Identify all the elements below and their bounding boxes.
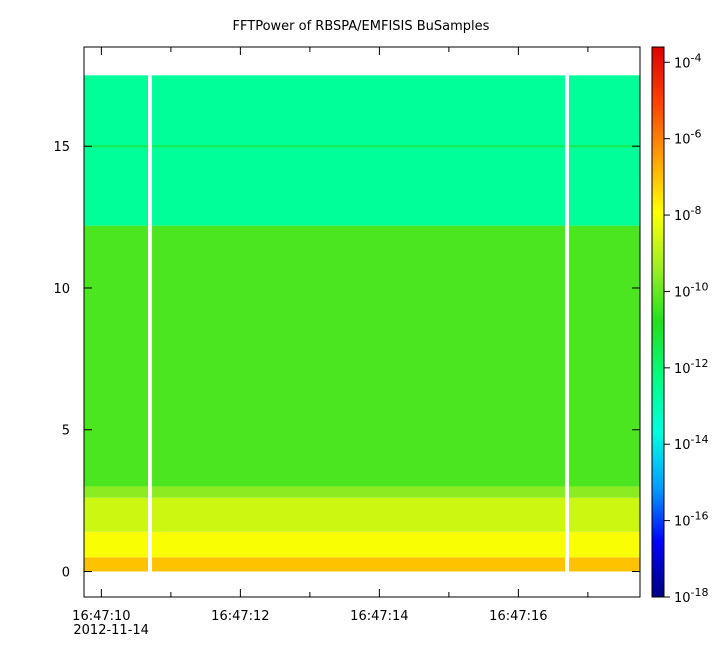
y-tick-label: 0 <box>62 565 70 580</box>
colorbar-tick-label: 10-10 <box>674 280 709 300</box>
x-tick-label: 16:47:14 <box>350 609 408 624</box>
colorbar-gradient <box>652 47 664 597</box>
x-tick-date-label: 2012-11-14 <box>73 623 149 638</box>
frequency-band-1 <box>84 531 640 558</box>
y-tick-label: 10 <box>53 282 70 297</box>
colorbar: 10-4 10-6 10-8 10-10 10-12 10-14 10-16 10-18 <box>651 46 709 606</box>
spectrogram-plot-area <box>84 75 640 572</box>
x-tick-label: 16:47:10 <box>72 609 130 624</box>
colorbar-tick-label: 10-8 <box>674 204 702 224</box>
frequency-band-2 <box>84 497 640 532</box>
chart-title: FFTPower of RBSPA/EMFISIS BuSamples <box>233 19 490 34</box>
colorbar-tick-label: 10-14 <box>674 433 709 453</box>
colorbar-tick-label: 10-6 <box>674 128 702 148</box>
x-tick-label: 16:47:12 <box>211 609 269 624</box>
data-gap-0 <box>148 74 153 573</box>
colorbar-tick-label: 10-16 <box>674 510 709 530</box>
frequency-band-0 <box>84 557 640 572</box>
data-gaps <box>148 74 570 573</box>
data-gap-1 <box>565 74 570 573</box>
colorbar-frame <box>651 46 665 598</box>
x-tick-label: 16:47:16 <box>489 609 547 624</box>
colorbar-tick-label: 10-18 <box>674 586 709 606</box>
colorbar-ticks: 10-4 10-6 10-8 10-10 10-12 10-14 10-16 10-18 <box>664 51 709 606</box>
plot-frame <box>83 46 641 598</box>
frequency-band-5 <box>84 75 640 226</box>
frequency-band-4 <box>84 225 640 487</box>
colorbar-tick-label: 10-4 <box>674 51 702 71</box>
colorbar-tick-label: 10-12 <box>674 357 709 377</box>
y-tick-label: 15 <box>53 140 70 155</box>
y-tick-label: 5 <box>62 424 70 439</box>
frequency-band-3 <box>84 486 640 498</box>
y-axis: 0 5 10 15 <box>53 140 640 580</box>
